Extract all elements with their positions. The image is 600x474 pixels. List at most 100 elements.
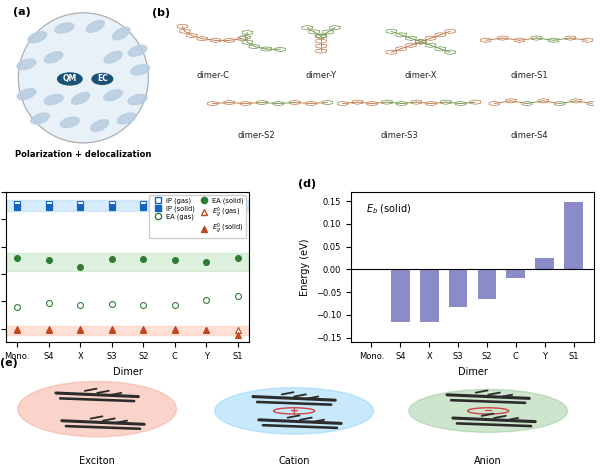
Point: [12, 325, 22, 332]
Point: [107, 300, 116, 308]
Text: +: +: [290, 406, 298, 416]
Point: [170, 256, 179, 264]
Point: [170, 203, 179, 211]
Text: dimer-S4: dimer-S4: [510, 131, 548, 140]
Circle shape: [19, 13, 148, 143]
Bar: [6, 200, 249, 211]
Point: [107, 326, 116, 334]
Point: [76, 325, 85, 332]
Point: [44, 325, 53, 333]
Text: Polarization + delocalization: Polarization + delocalization: [15, 150, 152, 159]
Point: [76, 301, 85, 309]
Ellipse shape: [71, 92, 90, 104]
Bar: [6, 254, 249, 271]
Point: [107, 325, 116, 332]
Point: [107, 203, 116, 211]
Text: Cation: Cation: [278, 456, 310, 466]
Point: [44, 201, 53, 208]
Text: (e): (e): [0, 358, 18, 368]
Ellipse shape: [92, 73, 113, 84]
Point: [12, 326, 22, 334]
Bar: [478, 269, 496, 300]
Point: [202, 258, 211, 265]
Ellipse shape: [131, 64, 150, 75]
Text: dimer-X: dimer-X: [404, 71, 437, 80]
Ellipse shape: [55, 23, 74, 33]
Text: dimer-S3: dimer-S3: [380, 131, 418, 140]
Point: [233, 201, 243, 208]
X-axis label: Dimer: Dimer: [458, 366, 487, 376]
Point: [233, 203, 243, 211]
Point: [202, 296, 211, 304]
Ellipse shape: [61, 117, 79, 128]
Bar: [564, 202, 583, 269]
Point: [76, 264, 85, 271]
Bar: [506, 269, 525, 278]
Ellipse shape: [44, 94, 63, 105]
Point: [44, 299, 53, 307]
Text: Anion: Anion: [474, 456, 502, 466]
Ellipse shape: [17, 59, 36, 70]
Point: [139, 203, 148, 211]
Point: [170, 326, 179, 334]
Point: [139, 255, 148, 263]
Bar: [6, 326, 249, 336]
Text: (d): (d): [298, 179, 316, 189]
Point: [139, 325, 148, 333]
Ellipse shape: [91, 119, 109, 131]
Point: [107, 255, 116, 263]
Text: EC: EC: [97, 74, 108, 83]
Ellipse shape: [44, 52, 63, 63]
Point: [139, 201, 148, 208]
Ellipse shape: [409, 390, 568, 432]
Point: [139, 301, 148, 309]
Ellipse shape: [128, 94, 147, 105]
Point: [233, 332, 243, 339]
Point: [233, 292, 243, 300]
Ellipse shape: [86, 20, 104, 32]
Ellipse shape: [17, 89, 36, 100]
Text: dimer-C: dimer-C: [196, 71, 229, 80]
Point: [202, 201, 211, 208]
Bar: [535, 258, 554, 269]
Point: [170, 301, 179, 309]
Point: [44, 203, 53, 211]
Ellipse shape: [58, 73, 82, 85]
Text: (a): (a): [13, 8, 31, 18]
Point: [12, 303, 22, 310]
Point: [170, 326, 179, 333]
Point: [12, 201, 22, 208]
Point: [76, 326, 85, 334]
Text: dimer-Y: dimer-Y: [305, 71, 337, 80]
Text: dimer-S1: dimer-S1: [510, 71, 548, 80]
Point: [12, 254, 22, 261]
Bar: [449, 269, 467, 307]
Text: −: −: [484, 405, 493, 415]
Point: [202, 203, 211, 211]
Point: [202, 326, 211, 334]
Ellipse shape: [113, 27, 130, 40]
X-axis label: Dimer: Dimer: [113, 366, 142, 376]
Point: [202, 326, 211, 334]
Ellipse shape: [215, 388, 373, 434]
Point: [233, 326, 243, 334]
Bar: [420, 269, 439, 322]
Ellipse shape: [118, 113, 136, 124]
Text: (b): (b): [152, 8, 170, 18]
Text: Exciton: Exciton: [79, 456, 115, 466]
Bar: [391, 269, 410, 322]
Ellipse shape: [104, 51, 122, 63]
Point: [76, 203, 85, 211]
Point: [12, 203, 22, 211]
Y-axis label: Energy (eV): Energy (eV): [301, 238, 310, 296]
Point: [139, 326, 148, 334]
Legend: IP (gas), IP (solid), EA (gas), EA (solid), $E_g^0$ (gas), $E_g^0$ (solid): IP (gas), IP (solid), EA (gas), EA (soli…: [149, 195, 245, 238]
Point: [44, 326, 53, 334]
Ellipse shape: [31, 113, 49, 124]
Point: [107, 201, 116, 208]
Text: QM: QM: [63, 74, 77, 83]
Ellipse shape: [128, 46, 147, 56]
Point: [170, 201, 179, 208]
Ellipse shape: [28, 32, 47, 43]
Ellipse shape: [18, 382, 176, 437]
